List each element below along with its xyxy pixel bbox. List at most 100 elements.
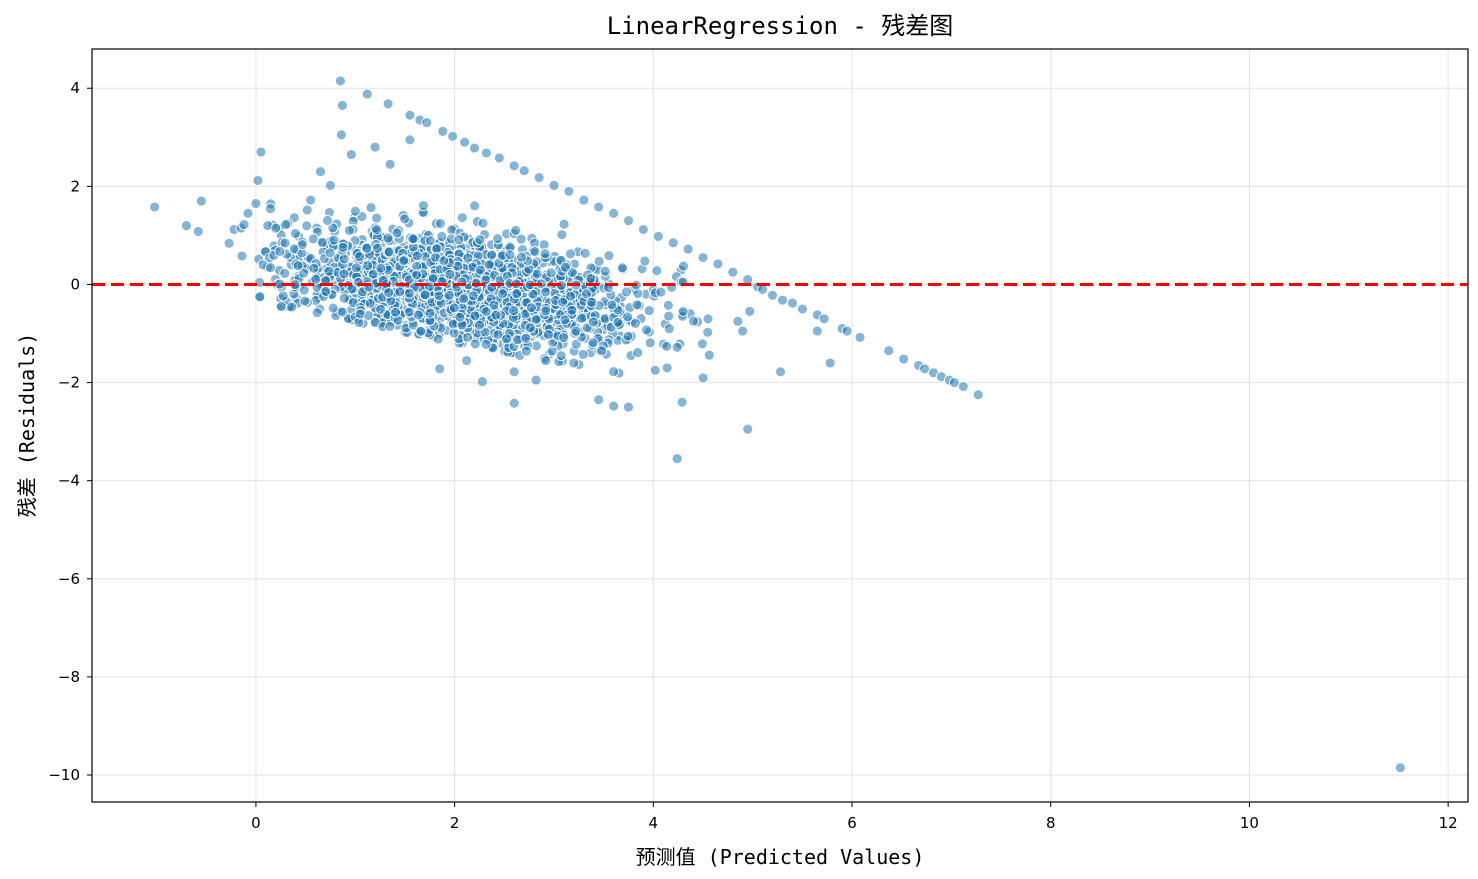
scatter-point <box>443 289 455 301</box>
scatter-point <box>345 149 357 160</box>
scatter-point <box>277 290 289 302</box>
scatter-point <box>501 333 513 345</box>
scatter-point <box>919 363 931 375</box>
scatter-point <box>818 313 830 325</box>
scatter-point <box>703 349 715 361</box>
scatter-point <box>671 341 683 353</box>
scatter-point <box>438 255 450 267</box>
scatter-point <box>382 232 394 244</box>
scatter-point <box>948 377 960 389</box>
scatter-point <box>444 268 456 280</box>
scatter-point <box>334 75 346 87</box>
scatter-point <box>456 212 468 224</box>
scatter-point <box>412 309 424 321</box>
scatter-point <box>383 287 395 299</box>
scatter-point <box>383 246 395 258</box>
y-tick-label: 0 <box>70 275 80 293</box>
scatter-point <box>606 299 618 311</box>
x-tick-label: 6 <box>847 814 857 832</box>
scatter-point <box>533 172 545 183</box>
scatter-point <box>563 185 575 197</box>
grid <box>92 49 1468 802</box>
scatter-point <box>454 311 466 323</box>
scatter-point <box>641 324 652 336</box>
scatter-point <box>354 251 365 263</box>
scatter-point <box>622 330 634 342</box>
scatter-point <box>238 219 250 231</box>
scatter-point <box>587 316 599 328</box>
y-tick-label: −2 <box>58 374 80 392</box>
scatter-point <box>453 234 465 246</box>
scatter-point <box>394 286 406 298</box>
scatter-point <box>275 301 287 313</box>
scatter-point <box>467 290 479 302</box>
scatter-point <box>327 302 339 314</box>
scatter-point <box>516 251 527 263</box>
scatter-point <box>676 396 688 408</box>
scatter-point <box>461 355 473 366</box>
scatter-point <box>343 224 355 236</box>
scatter-point <box>508 305 520 317</box>
scatter-point <box>540 355 552 367</box>
x-tick-label: 2 <box>450 814 460 832</box>
scatter-point <box>149 201 161 213</box>
scatter-point <box>508 160 520 172</box>
scatter-point <box>424 235 436 247</box>
scatter-point <box>371 224 383 236</box>
scatter-point <box>375 303 387 315</box>
scatter-point <box>305 194 317 206</box>
scatter-point <box>338 268 350 280</box>
scatter-point <box>508 397 520 409</box>
scatter-point <box>630 317 641 329</box>
y-tick-label: 2 <box>70 177 80 195</box>
scatter-point <box>644 337 656 349</box>
y-axis-ticks: −10 −8 −6 −4 −2 0 2 4 <box>48 79 92 784</box>
scatter-point <box>637 224 649 235</box>
scatter-point <box>565 290 577 302</box>
scatter-point <box>632 347 644 359</box>
scatter-point <box>421 117 433 129</box>
scatter-point <box>317 237 328 248</box>
scatter-point <box>558 332 570 344</box>
scatter-point <box>593 255 605 267</box>
scatter-point <box>883 345 895 357</box>
scatter-point <box>371 242 383 254</box>
y-tick-label: 4 <box>70 79 80 97</box>
scatter-point <box>737 325 749 337</box>
x-tick-label: 8 <box>1046 814 1056 832</box>
scatter-point <box>603 250 615 262</box>
scatter-point <box>775 366 786 378</box>
scatter-point <box>320 285 332 297</box>
scatter-point <box>270 222 282 234</box>
scatter-point <box>279 267 291 279</box>
scatter-point <box>322 215 333 226</box>
scatter-point <box>469 310 481 322</box>
scatter-point <box>298 284 310 296</box>
scatter-point <box>362 260 374 272</box>
scatter-point <box>265 203 276 215</box>
scatter-point <box>411 250 423 262</box>
scatter-point <box>250 198 262 209</box>
scatter-point <box>436 230 448 242</box>
scatter-point <box>384 320 396 332</box>
scatter-point <box>324 247 336 259</box>
scatter-point <box>375 262 387 274</box>
scatter-point <box>796 303 808 315</box>
scatter-point <box>336 99 348 111</box>
scatter-point <box>678 260 689 272</box>
scatter-point <box>301 204 313 216</box>
scatter-point <box>462 331 474 343</box>
scatter-point <box>390 306 402 318</box>
scatter-point <box>280 219 292 231</box>
scatter-point <box>518 165 530 177</box>
scatter-point <box>732 315 744 327</box>
scatter-point <box>254 291 266 303</box>
scatter-point <box>480 338 492 350</box>
scatter-point <box>579 247 591 259</box>
scatter-point <box>254 276 266 288</box>
scatter-point <box>841 325 853 337</box>
scatter-point <box>578 194 590 206</box>
scatter-point <box>508 366 520 378</box>
scatter-point <box>824 357 836 369</box>
x-axis-ticks: 0 2 4 6 8 10 12 <box>251 802 1458 832</box>
